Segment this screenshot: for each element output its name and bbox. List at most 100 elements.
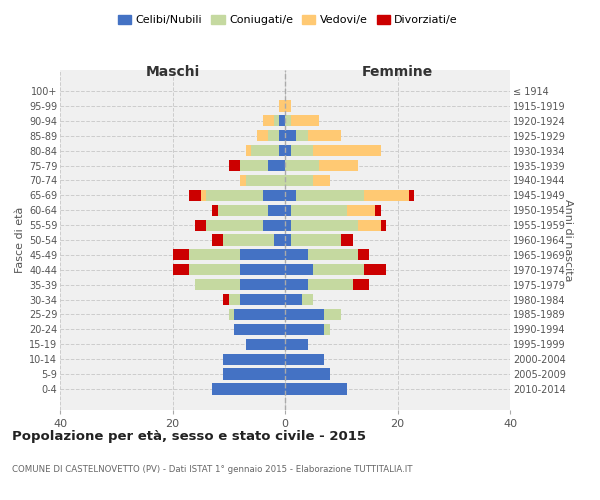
Text: Femmine: Femmine	[362, 65, 433, 79]
Bar	[302, 294, 313, 305]
Bar	[290, 234, 341, 246]
Bar	[285, 294, 302, 305]
Bar	[285, 115, 290, 126]
Bar	[341, 234, 353, 246]
Text: Popolazione per età, sesso e stato civile - 2015: Popolazione per età, sesso e stato civil…	[12, 430, 366, 443]
Bar	[235, 309, 285, 320]
Bar	[290, 115, 319, 126]
Bar	[358, 220, 380, 230]
Bar	[308, 130, 341, 141]
Bar	[319, 160, 358, 171]
Bar	[285, 250, 308, 260]
Bar	[290, 145, 313, 156]
Bar	[358, 250, 370, 260]
Bar	[240, 175, 245, 186]
Bar	[285, 145, 290, 156]
Bar	[285, 384, 347, 394]
Bar	[290, 204, 347, 216]
Bar	[308, 279, 353, 290]
Bar	[274, 115, 280, 126]
Bar	[245, 175, 285, 186]
Y-axis label: Fasce di età: Fasce di età	[14, 207, 25, 273]
Bar	[240, 279, 285, 290]
Bar	[285, 234, 290, 246]
Bar	[200, 190, 206, 201]
Bar	[280, 130, 285, 141]
Bar	[235, 324, 285, 335]
Bar	[229, 309, 235, 320]
Bar	[280, 115, 285, 126]
Bar	[313, 145, 380, 156]
Bar	[173, 264, 190, 276]
Bar	[206, 220, 263, 230]
Bar	[285, 100, 290, 112]
Bar	[218, 204, 268, 216]
Bar	[285, 190, 296, 201]
Bar	[268, 130, 280, 141]
Bar	[285, 338, 308, 350]
Y-axis label: Anni di nascita: Anni di nascita	[563, 198, 572, 281]
Bar	[268, 204, 285, 216]
Bar	[240, 250, 285, 260]
Bar	[285, 368, 330, 380]
Text: COMUNE DI CASTELNOVETTO (PV) - Dati ISTAT 1° gennaio 2015 - Elaborazione TUTTITA: COMUNE DI CASTELNOVETTO (PV) - Dati ISTA…	[12, 465, 413, 474]
Bar	[212, 234, 223, 246]
Bar	[190, 264, 240, 276]
Bar	[257, 130, 268, 141]
Legend: Celibi/Nubili, Coniugati/e, Vedovi/e, Divorziati/e: Celibi/Nubili, Coniugati/e, Vedovi/e, Di…	[113, 10, 463, 30]
Bar	[229, 294, 240, 305]
Bar	[285, 160, 319, 171]
Bar	[268, 160, 285, 171]
Bar	[285, 324, 325, 335]
Bar	[229, 160, 240, 171]
Bar	[274, 234, 285, 246]
Bar	[280, 145, 285, 156]
Bar	[296, 190, 364, 201]
Bar	[296, 130, 308, 141]
Bar	[223, 294, 229, 305]
Text: Maschi: Maschi	[145, 65, 200, 79]
Bar	[409, 190, 415, 201]
Bar	[212, 384, 285, 394]
Bar	[380, 220, 386, 230]
Bar	[251, 145, 280, 156]
Bar	[285, 264, 313, 276]
Bar	[190, 190, 200, 201]
Bar	[325, 324, 330, 335]
Bar	[285, 204, 290, 216]
Bar	[245, 338, 285, 350]
Bar	[195, 279, 240, 290]
Bar	[195, 220, 206, 230]
Bar	[313, 264, 364, 276]
Bar	[364, 190, 409, 201]
Bar	[347, 204, 375, 216]
Bar	[285, 220, 290, 230]
Bar	[280, 100, 285, 112]
Bar	[240, 160, 268, 171]
Bar	[263, 190, 285, 201]
Bar	[308, 250, 358, 260]
Bar	[285, 279, 308, 290]
Bar	[240, 264, 285, 276]
Bar	[290, 220, 358, 230]
Bar	[206, 190, 263, 201]
Bar	[240, 294, 285, 305]
Bar	[325, 309, 341, 320]
Bar	[285, 175, 313, 186]
Bar	[313, 175, 330, 186]
Bar	[285, 354, 325, 365]
Bar	[173, 250, 190, 260]
Bar	[223, 354, 285, 365]
Bar	[285, 309, 325, 320]
Bar	[375, 204, 380, 216]
Bar	[263, 115, 274, 126]
Bar	[223, 234, 274, 246]
Bar	[353, 279, 370, 290]
Bar	[223, 368, 285, 380]
Bar	[263, 220, 285, 230]
Bar	[212, 204, 218, 216]
Bar	[364, 264, 386, 276]
Bar	[285, 130, 296, 141]
Bar	[245, 145, 251, 156]
Bar	[190, 250, 240, 260]
